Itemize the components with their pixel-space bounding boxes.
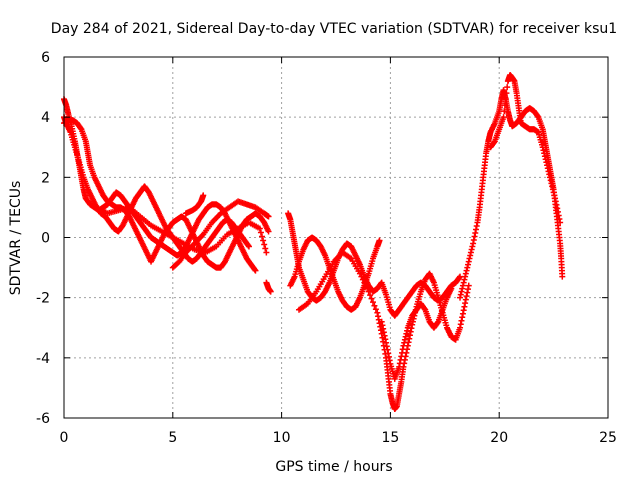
data-point-marker [448, 285, 455, 292]
data-point-marker [200, 192, 207, 199]
x-tick-label: 25 [599, 430, 617, 446]
y-tick-label: 6 [41, 50, 50, 66]
data-point-marker [257, 229, 264, 236]
data-point-marker [465, 282, 472, 289]
data-point-marker [356, 270, 363, 277]
y-tick-label: -2 [36, 291, 50, 307]
data-point-marker [501, 108, 508, 115]
data-point-marker [267, 288, 274, 295]
data-point-marker [500, 114, 507, 121]
chart-title: Day 284 of 2021, Sidereal Day-to-day VTE… [51, 21, 617, 37]
y-tick-label: -4 [36, 351, 50, 367]
data-point-marker [265, 213, 272, 220]
data-series-7 [182, 192, 207, 217]
data-point-marker [256, 225, 263, 232]
data-point-marker [259, 233, 266, 240]
data-point-marker [372, 306, 379, 313]
data-point-marker [367, 292, 374, 299]
data-point-marker [504, 84, 511, 91]
y-tick-label: 0 [41, 231, 50, 247]
data-point-marker [503, 90, 510, 97]
data-point-marker [265, 228, 272, 235]
data-point-marker [364, 285, 371, 292]
data-point-marker [368, 295, 375, 302]
y-tick-label: -6 [36, 411, 50, 427]
axis-ticks: 0 5 10 15 20 25 -6 -4 -2 0 2 4 6 [36, 50, 617, 446]
data-point-marker [369, 299, 376, 306]
x-tick-label: 20 [490, 430, 508, 446]
data-point-marker [559, 273, 566, 280]
data-point-marker [362, 282, 369, 289]
data-point-marker [457, 273, 464, 280]
data-point-marker [361, 279, 368, 286]
data-series-4 [93, 204, 270, 256]
data-point-marker [502, 102, 509, 109]
data-point-marker [263, 249, 270, 256]
data-points [61, 72, 566, 412]
data-point-marker [502, 96, 509, 103]
y-tick-label: 4 [41, 110, 50, 126]
x-axis-label: GPS time / hours [275, 459, 392, 475]
data-series-13 [487, 72, 564, 226]
y-tick-label: 2 [41, 170, 50, 186]
data-series-6 [263, 279, 274, 295]
data-point-marker [557, 219, 564, 226]
data-point-marker [371, 302, 378, 309]
data-point-marker [365, 288, 372, 295]
data-point-marker [376, 237, 383, 244]
x-tick-label: 10 [273, 430, 291, 446]
x-tick-label: 0 [60, 430, 69, 446]
data-point-marker [262, 245, 269, 252]
data-point-marker [359, 276, 366, 283]
x-tick-label: 15 [381, 430, 399, 446]
y-axis-label: SDTVAR / TECUs [8, 181, 24, 296]
data-series-11 [378, 285, 455, 382]
data-series-12 [457, 87, 566, 301]
data-point-marker [261, 241, 268, 248]
data-point-marker [260, 237, 267, 244]
x-tick-label: 5 [168, 430, 177, 446]
data-point-marker [252, 267, 259, 274]
data-series-10 [296, 249, 472, 412]
data-point-marker [245, 243, 252, 250]
data-series-5 [169, 198, 272, 271]
data-point-marker [358, 273, 365, 280]
